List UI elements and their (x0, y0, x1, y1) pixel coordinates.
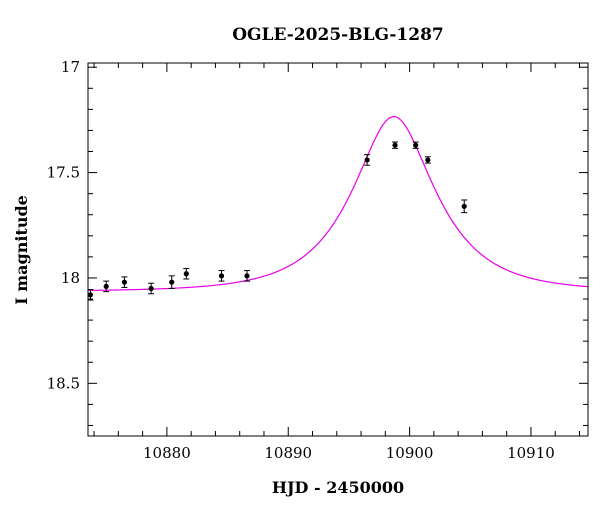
data-point (461, 199, 468, 214)
y-axis-label: I magnitude (12, 195, 31, 305)
point-marker (218, 273, 225, 279)
point-marker (413, 142, 419, 148)
data-point (392, 141, 399, 149)
point-marker (148, 285, 154, 292)
axis-ticks (88, 63, 588, 436)
plot-frame (87, 62, 589, 437)
point-marker (121, 279, 128, 285)
x-tick-label: 10880 (143, 444, 191, 462)
point-marker (425, 157, 431, 163)
point-marker (169, 279, 175, 285)
point-marker (183, 271, 189, 277)
data-point (412, 141, 419, 149)
y-tick-label: 18.5 (47, 374, 80, 392)
x-tick-label: 10900 (386, 444, 434, 462)
x-tick-label: 10910 (507, 444, 555, 462)
point-marker (364, 157, 370, 163)
data-point (218, 270, 225, 282)
model-curve-layer (87, 116, 589, 292)
point-marker (87, 292, 94, 298)
point-marker (103, 283, 109, 289)
model-curve (87, 116, 589, 292)
data-point (243, 270, 250, 282)
data-point (168, 275, 175, 289)
point-marker (392, 142, 398, 148)
chart-title: OGLE-2025-BLG-1287 (232, 25, 444, 45)
y-tick-label: 18 (61, 269, 80, 287)
y-tick-labels: 17 17.5 18 18.5 (47, 58, 80, 392)
x-axis-label: HJD - 2450000 (272, 478, 404, 497)
point-marker (244, 273, 250, 279)
data-point (103, 280, 110, 293)
x-tick-label: 10890 (264, 444, 312, 462)
data-point (121, 276, 128, 288)
data-point (148, 282, 155, 295)
x-tick-labels: 10880 10890 10900 10910 (143, 444, 555, 462)
data-points-layer (87, 141, 468, 301)
point-marker (461, 203, 467, 209)
y-tick-label: 17.5 (47, 164, 80, 182)
data-point (424, 156, 431, 164)
data-point (183, 267, 190, 280)
y-tick-label: 17 (61, 58, 80, 76)
data-point (364, 154, 371, 166)
